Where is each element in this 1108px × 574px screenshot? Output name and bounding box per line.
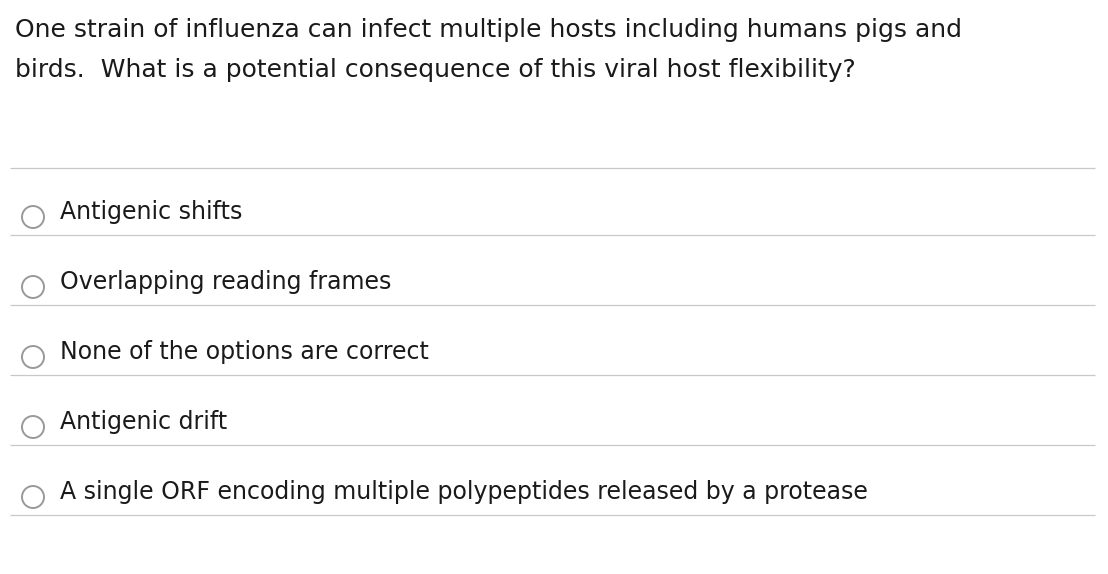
Text: Antigenic shifts: Antigenic shifts [60,200,243,224]
Text: A single ORF encoding multiple polypeptides released by a protease: A single ORF encoding multiple polypepti… [60,480,868,504]
Text: None of the options are correct: None of the options are correct [60,340,429,364]
Text: Overlapping reading frames: Overlapping reading frames [60,270,391,294]
Text: One strain of influenza can infect multiple hosts including humans pigs and: One strain of influenza can infect multi… [16,18,962,42]
Text: Antigenic drift: Antigenic drift [60,410,227,434]
Text: birds.  What is a potential consequence of this viral host flexibility?: birds. What is a potential consequence o… [16,58,855,82]
